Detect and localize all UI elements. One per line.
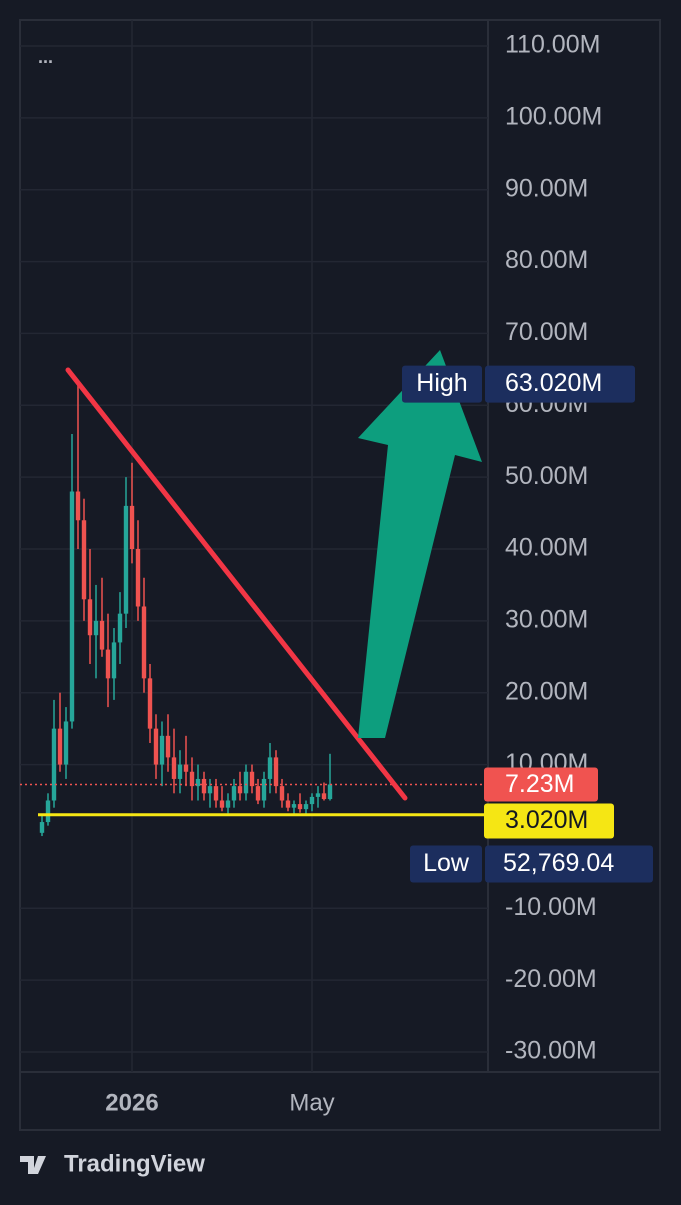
y-tick-label: 20.00M bbox=[505, 677, 588, 705]
grid bbox=[20, 20, 488, 1072]
candle-body bbox=[309, 796, 315, 805]
logo bbox=[20, 1156, 46, 1174]
high-tag bbox=[402, 365, 482, 403]
low-label: 52,769.04 bbox=[503, 849, 614, 877]
candle-body bbox=[147, 678, 153, 729]
menu[interactable]: ... bbox=[38, 47, 53, 67]
high-text: High bbox=[416, 369, 467, 397]
candle-body bbox=[231, 786, 237, 801]
candle-body bbox=[99, 620, 105, 650]
candle-body bbox=[75, 491, 81, 521]
candle-body bbox=[321, 793, 327, 800]
y-tick-label: 50.00M bbox=[505, 462, 588, 490]
y-tick-label: 40.00M bbox=[505, 534, 588, 562]
candle-body bbox=[105, 649, 111, 679]
candle-body bbox=[183, 764, 189, 772]
candle-body bbox=[255, 786, 261, 801]
candle-body bbox=[285, 800, 291, 808]
candle-body bbox=[51, 728, 57, 801]
candle-body bbox=[291, 804, 297, 808]
candle-body bbox=[111, 642, 117, 679]
y-tick-label: 80.00M bbox=[505, 246, 588, 274]
candle-body bbox=[57, 728, 63, 765]
candle-body bbox=[273, 757, 279, 787]
candle-body bbox=[117, 613, 123, 643]
candle-body bbox=[213, 786, 219, 801]
candle-body bbox=[159, 735, 165, 765]
y-tick-label: -30.00M bbox=[505, 1037, 597, 1065]
y-tick-label: 90.00M bbox=[505, 174, 588, 202]
high-label: 63.020M bbox=[505, 369, 602, 397]
y-tick-label: 100.00M bbox=[505, 102, 602, 130]
y-tick-label: 30.00M bbox=[505, 605, 588, 633]
support-box bbox=[484, 803, 614, 839]
labels: -30.00M-20.00M-10.00M10.00M20.00M30.00M4… bbox=[105, 31, 653, 1116]
candle-body bbox=[297, 804, 303, 810]
candle-body bbox=[93, 620, 99, 636]
candle-body bbox=[207, 786, 213, 794]
low-tag bbox=[410, 845, 482, 883]
last-price-box bbox=[484, 767, 598, 802]
last-price-label: 7.23M bbox=[505, 770, 574, 798]
candle-body bbox=[267, 757, 273, 779]
trend-line bbox=[65, 367, 408, 801]
high-box bbox=[485, 365, 635, 403]
x-tick-label: May bbox=[289, 1089, 334, 1116]
candle-body bbox=[279, 786, 285, 801]
support-label: 3.020M bbox=[505, 806, 588, 834]
candle-body bbox=[153, 728, 159, 765]
y-tick-label: -20.00M bbox=[505, 965, 597, 993]
candle-body bbox=[249, 771, 255, 787]
candle-body bbox=[45, 800, 51, 823]
arrow bbox=[358, 350, 482, 738]
candle-body bbox=[303, 804, 309, 810]
candle-body bbox=[63, 721, 69, 765]
candle-body bbox=[87, 599, 93, 636]
y-tick-label: -10.00M bbox=[505, 893, 597, 921]
y-tick-label: 70.00M bbox=[505, 318, 588, 346]
candle-body bbox=[261, 778, 267, 801]
candle-body bbox=[69, 491, 75, 722]
candle-body bbox=[219, 800, 225, 808]
candle-body bbox=[201, 778, 207, 794]
candle-body bbox=[171, 757, 177, 779]
y-tick-label: 110.00M bbox=[505, 31, 600, 59]
candle-body bbox=[39, 822, 45, 833]
brand: TradingView bbox=[64, 1150, 205, 1177]
candle-body bbox=[315, 793, 321, 797]
candle-body bbox=[195, 778, 201, 787]
candle-body bbox=[141, 606, 147, 679]
candle-body bbox=[237, 786, 243, 794]
candle-body bbox=[165, 735, 171, 758]
candle-body bbox=[189, 771, 195, 787]
candle-body bbox=[129, 505, 135, 549]
candle-body bbox=[135, 549, 141, 607]
candle-body bbox=[225, 800, 231, 808]
low-text: Low bbox=[423, 849, 470, 877]
x-tick-label: 2026 bbox=[105, 1089, 158, 1116]
candle-body bbox=[243, 771, 249, 794]
candle-body bbox=[81, 520, 87, 600]
candle-body bbox=[327, 784, 333, 800]
candle-body bbox=[177, 764, 183, 779]
plot bbox=[20, 383, 488, 837]
low-box bbox=[485, 845, 653, 883]
candle-body bbox=[123, 505, 129, 614]
